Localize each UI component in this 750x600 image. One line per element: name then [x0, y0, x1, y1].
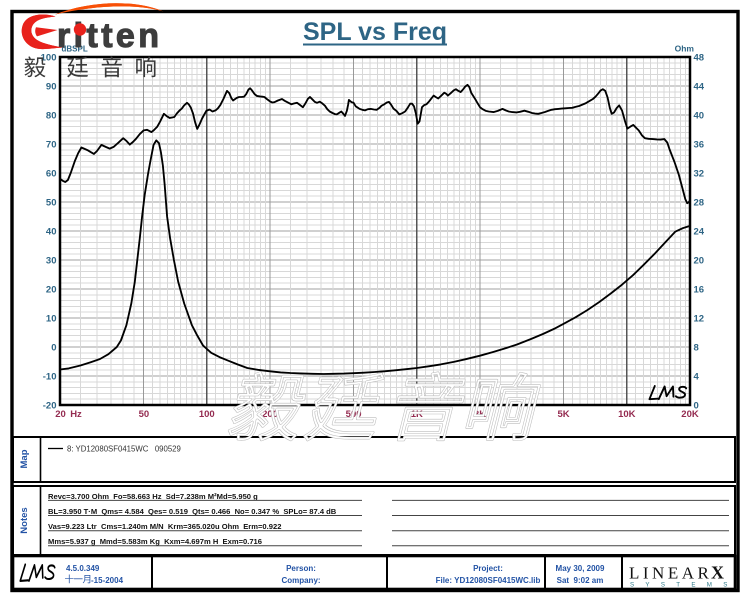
- svg-text:Sat 9:02 am: Sat 9:02 am: [557, 576, 604, 585]
- svg-text:8: YD12080SF0415WC 090529: 8: YD12080SF0415WC 090529: [67, 445, 181, 454]
- svg-text:Notes: Notes: [19, 507, 30, 533]
- svg-text:24: 24: [694, 226, 705, 237]
- svg-text:File: YD12080SF0415WC.lib: File: YD12080SF0415WC.lib: [436, 576, 541, 585]
- svg-text:Person:: Person:: [286, 564, 316, 573]
- svg-text:44: 44: [694, 81, 705, 92]
- svg-text:16: 16: [694, 284, 705, 295]
- svg-text:20: 20: [694, 255, 705, 266]
- svg-text:Company:: Company:: [281, 576, 320, 585]
- svg-text:20: 20: [46, 284, 57, 295]
- svg-text:100: 100: [199, 409, 215, 420]
- svg-text:LINEAR: LINEAR: [629, 564, 712, 583]
- svg-text:4.5.0.349: 4.5.0.349: [66, 564, 100, 573]
- svg-text:200: 200: [262, 409, 278, 420]
- svg-text:Mms=5.937 g Mmd=5.583m Kg Kx: Mms=5.937 g Mmd=5.583m Kg Kxm=4.697m H E…: [48, 537, 262, 546]
- svg-text:BL=3.950 T·M Qms= 4.584 Qes=: BL=3.950 T·M Qms= 4.584 Qes= 0.519 Qts= …: [48, 507, 337, 516]
- svg-text:1K: 1K: [411, 409, 423, 420]
- svg-text:8: 8: [694, 342, 699, 353]
- svg-text:-20: -20: [43, 400, 57, 411]
- svg-text:90: 90: [46, 81, 57, 92]
- svg-text:Hz: Hz: [70, 409, 82, 420]
- svg-text:32: 32: [694, 168, 705, 179]
- svg-text:Vas=9.223 Ltr Cms=1.240m M/N: Vas=9.223 Ltr Cms=1.240m M/N Krm=365.020…: [48, 522, 281, 531]
- svg-text:60: 60: [46, 168, 57, 179]
- svg-text:0: 0: [51, 342, 56, 353]
- svg-text:Revc=3.700 Ohm Fo=58.663 Hz: Revc=3.700 Ohm Fo=58.663 Hz Sd=7.238m M²…: [48, 492, 258, 501]
- svg-text:40: 40: [694, 110, 705, 121]
- svg-text:SYSTEMS: SYSTEMS: [630, 582, 739, 589]
- svg-text:50: 50: [46, 197, 57, 208]
- svg-text:4: 4: [694, 371, 700, 382]
- svg-text:28: 28: [694, 197, 705, 208]
- svg-text:-10: -10: [43, 371, 57, 382]
- svg-text:X: X: [711, 563, 724, 583]
- svg-text:SPL vs Freq: SPL vs Freq: [303, 18, 447, 46]
- svg-text:0: 0: [694, 400, 699, 411]
- svg-text:Map: Map: [19, 449, 30, 468]
- svg-text:ritten: ritten: [57, 17, 162, 55]
- svg-text:40: 40: [46, 226, 57, 237]
- svg-text:36: 36: [694, 139, 705, 150]
- svg-text:Project:: Project:: [473, 564, 503, 573]
- svg-text:80: 80: [46, 110, 57, 121]
- svg-text:30: 30: [46, 255, 57, 266]
- svg-text:5K: 5K: [558, 409, 570, 420]
- svg-text:20: 20: [55, 409, 66, 420]
- svg-text:May 30, 2009: May 30, 2009: [556, 564, 605, 573]
- svg-text:70: 70: [46, 139, 57, 150]
- svg-text:100: 100: [41, 52, 57, 63]
- svg-text:50: 50: [139, 409, 150, 420]
- svg-text:10K: 10K: [618, 409, 636, 420]
- svg-text:48: 48: [694, 52, 705, 63]
- svg-text:10: 10: [46, 313, 57, 324]
- svg-text:Ohm: Ohm: [675, 44, 695, 54]
- svg-text:dBSPL: dBSPL: [62, 45, 88, 54]
- svg-text:12: 12: [694, 313, 705, 324]
- svg-text:20K: 20K: [681, 409, 699, 420]
- svg-text:-15-2004: -15-2004: [91, 576, 124, 585]
